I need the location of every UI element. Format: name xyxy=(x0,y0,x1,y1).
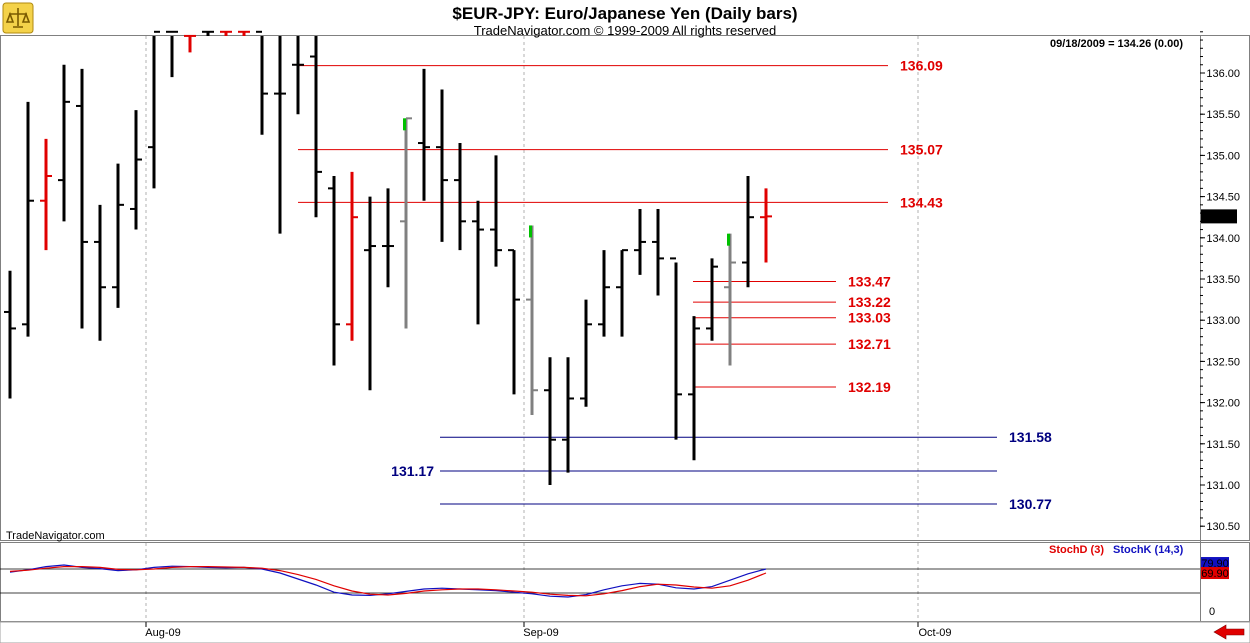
level-label: 131.58 xyxy=(1009,429,1052,445)
stochk-value-box xyxy=(1201,557,1229,570)
y-tick-label: 132.00 xyxy=(1206,398,1240,410)
level-label: 133.03 xyxy=(848,310,891,326)
last-price-label: 134.26 xyxy=(1202,211,1236,223)
y-tick-label: 136.00 xyxy=(1206,68,1240,80)
x-tick-label: Aug-09 xyxy=(145,627,180,639)
level-label: 130.77 xyxy=(1009,496,1052,512)
y-tick-label: 135.50 xyxy=(1206,109,1240,121)
legend-stochd: StochD (3) xyxy=(1049,544,1104,556)
stoch-y-tick-label: 0 xyxy=(1209,606,1215,618)
level-label: 134.43 xyxy=(900,194,943,210)
level-label: 136.09 xyxy=(900,58,943,74)
price-bars xyxy=(4,30,772,485)
level-label: 133.22 xyxy=(848,294,891,310)
level-label: 132.71 xyxy=(848,336,891,352)
chart-subtitle: TradeNavigator.com © 1999-2009 All right… xyxy=(474,23,776,38)
y-tick-label: 133.00 xyxy=(1206,315,1240,327)
chart-title: $EUR-JPY: Euro/Japanese Yen (Daily bars) xyxy=(452,4,797,23)
last-quote-readout: 09/18/2009 = 134.26 (0.00) xyxy=(1050,38,1183,50)
y-tick-label: 131.50 xyxy=(1206,439,1240,451)
level-label: 131.17 xyxy=(391,463,434,479)
level-label: 132.19 xyxy=(848,379,891,395)
y-tick-label: 130.50 xyxy=(1206,521,1240,533)
legend-stochk: StochK (14,3) xyxy=(1113,544,1184,556)
x-tick-label: Sep-09 xyxy=(523,627,558,639)
grid-lines xyxy=(145,36,919,621)
y-tick-label: 133.50 xyxy=(1206,274,1240,286)
stochd-value-label: 69.90 xyxy=(1201,568,1229,580)
last-price-marker xyxy=(1201,209,1237,224)
price-axis: 136.00 135.50 135.00 134.50 134.00 133.50 133.… xyxy=(1200,31,1240,533)
level-label: 133.47 xyxy=(848,273,891,289)
y-tick-label: 134.50 xyxy=(1206,192,1240,204)
scroll-left-arrow-icon[interactable] xyxy=(1210,624,1248,641)
level-label: 135.07 xyxy=(900,142,943,158)
x-tick-label: Oct-09 xyxy=(918,627,951,639)
date-axis: Aug-09 Sep-09 Oct-09 xyxy=(145,622,952,639)
watermark-text: TradeNavigator.com xyxy=(6,530,105,542)
stoch-series-line xyxy=(9,565,767,597)
y-tick-label: 132.50 xyxy=(1206,356,1240,368)
trade-navigator-logo-icon[interactable] xyxy=(2,2,34,34)
stochd-value-box xyxy=(1201,567,1229,580)
y-tick-label: 135.00 xyxy=(1206,150,1240,162)
y-tick-label: 131.00 xyxy=(1206,480,1240,492)
y-tick-label: 134.00 xyxy=(1206,233,1240,245)
x-axis-bar xyxy=(0,621,1250,643)
